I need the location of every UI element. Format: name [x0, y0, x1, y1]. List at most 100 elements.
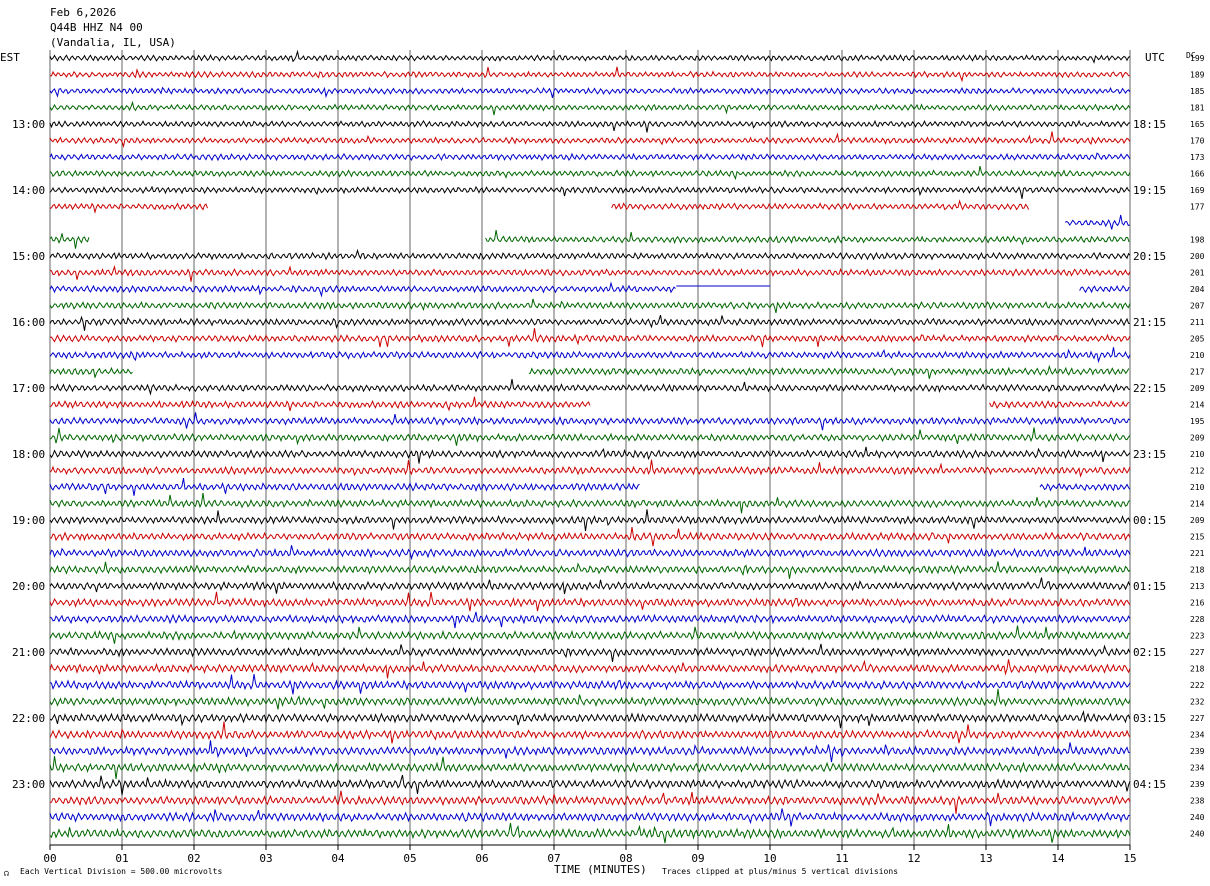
dc-value: 221: [1190, 549, 1205, 558]
dc-value: 211: [1190, 318, 1205, 327]
dc-value: 239: [1190, 747, 1205, 756]
seismic-trace: [49, 412, 1131, 431]
x-tick-label: 07: [547, 852, 560, 865]
x-tick-label: 01: [115, 852, 128, 865]
seismic-trace: [989, 399, 1130, 410]
header-date: Feb 6,2026: [50, 6, 116, 19]
dc-value: 205: [1190, 335, 1205, 344]
dc-value: 209: [1190, 516, 1205, 525]
header-location: (Vandalia, IL, USA): [50, 36, 176, 49]
seismic-trace: [49, 100, 1131, 116]
x-tick-label: 04: [331, 852, 345, 865]
seismic-trace: [49, 248, 1131, 261]
dc-value: 170: [1190, 137, 1205, 146]
seismic-trace: [49, 577, 1131, 595]
dc-value: 223: [1190, 632, 1205, 641]
dc-value: 173: [1190, 153, 1205, 162]
dc-value: 210: [1190, 483, 1205, 492]
seismic-trace: [49, 561, 1131, 579]
seismic-trace: [49, 86, 1131, 99]
right-zone-label: UTC: [1145, 51, 1165, 64]
dc-value: 210: [1190, 450, 1205, 459]
dc-value: 234: [1190, 764, 1205, 773]
seismic-trace: [49, 591, 1131, 612]
x-tick-label: 12: [907, 852, 920, 865]
seismic-trace: [49, 625, 1131, 644]
seismic-trace: [49, 202, 208, 215]
right-hour-label: 22:15: [1133, 382, 1166, 395]
seismic-trace: [49, 774, 1131, 796]
dc-value: 238: [1190, 797, 1205, 806]
seismic-trace: [49, 264, 1131, 282]
x-axis: 00 01 02 03 04 05 06 07 08 09 10 11 12 13 14 15: [43, 845, 1137, 865]
seismic-trace: [49, 611, 1131, 629]
seismic-trace: [49, 165, 1131, 181]
dc-value: 177: [1190, 203, 1205, 212]
left-hour-label: 15:00: [12, 250, 45, 263]
clip-note: Traces clipped at plus/minus 5 vertical …: [662, 867, 898, 876]
grid-lines: [49, 50, 1131, 846]
seismic-trace: [49, 347, 1131, 364]
right-hour-label: 20:15: [1133, 250, 1166, 263]
dc-value: 227: [1190, 714, 1205, 723]
left-hour-label: 21:00: [12, 646, 45, 659]
seismic-trace: [49, 808, 1131, 827]
dc-value: 218: [1190, 665, 1205, 674]
seismic-trace: [49, 66, 1131, 83]
right-hour-label: 03:15: [1133, 712, 1166, 725]
seismic-trace: [49, 185, 1131, 199]
seismic-trace: [49, 527, 1131, 547]
dc-value: 228: [1190, 615, 1205, 624]
seismic-trace: [49, 756, 1131, 780]
footer-mark: ☊: [4, 869, 9, 878]
left-hour-label: 22:00: [12, 712, 45, 725]
x-tick-label: 02: [187, 852, 200, 865]
x-tick-label: 13: [979, 852, 992, 865]
dc-value: 166: [1190, 170, 1205, 179]
dc-value: 227: [1190, 648, 1205, 657]
x-tick-label: 10: [763, 852, 776, 865]
x-tick-label: 15: [1123, 852, 1136, 865]
seismic-trace: [49, 688, 1131, 710]
dc-values: 199 189 185 181 165 170 173 166 169 177 198 200 201 2…: [1190, 54, 1205, 839]
dc-value: 232: [1190, 698, 1205, 707]
left-hour-label: 16:00: [12, 316, 45, 329]
dc-value: 169: [1190, 186, 1205, 195]
dc-value: 213: [1190, 582, 1205, 591]
x-tick-label: 06: [475, 852, 488, 865]
seismic-trace: [49, 509, 1131, 532]
x-tick-label: 11: [835, 852, 848, 865]
dc-value: 189: [1190, 71, 1205, 80]
seismic-trace: [49, 131, 1131, 149]
dc-value: 212: [1190, 467, 1205, 476]
seismic-trace: [49, 659, 1131, 679]
seismic-trace: [49, 643, 1131, 662]
seismic-trace: [49, 396, 591, 412]
dc-value: 218: [1190, 566, 1205, 575]
x-tick-label: 00: [43, 852, 56, 865]
left-hour-labels: 13:00 14:00 15:00 16:00 17:00 18:00 19:00 20:00…: [12, 118, 45, 791]
seismic-trace: [49, 822, 1131, 844]
dc-value: 207: [1190, 302, 1205, 311]
x-axis-title: TIME (MINUTES): [554, 863, 647, 876]
x-tick-label: 08: [619, 852, 632, 865]
scale-note: Each Vertical Division = 500.00 microvol…: [20, 867, 222, 876]
dc-label: DC: [1186, 51, 1196, 60]
dc-value: 195: [1190, 417, 1205, 426]
dc-value: 240: [1190, 813, 1205, 822]
x-tick-label: 14: [1051, 852, 1065, 865]
left-zone-label: EST: [0, 51, 20, 64]
dc-value: 214: [1190, 401, 1205, 410]
dc-value: 216: [1190, 599, 1205, 608]
right-hour-label: 02:15: [1133, 646, 1166, 659]
seismic-trace: [49, 674, 1131, 695]
seismic-trace: [485, 230, 1130, 246]
header-station: Q44B HHZ N4 00: [50, 21, 143, 34]
seismic-trace: [49, 328, 1131, 348]
traces: [49, 49, 1131, 844]
dc-value: 204: [1190, 285, 1205, 294]
seismic-trace: [49, 446, 1131, 464]
dc-value: 198: [1190, 236, 1205, 245]
dc-value: 214: [1190, 500, 1205, 509]
